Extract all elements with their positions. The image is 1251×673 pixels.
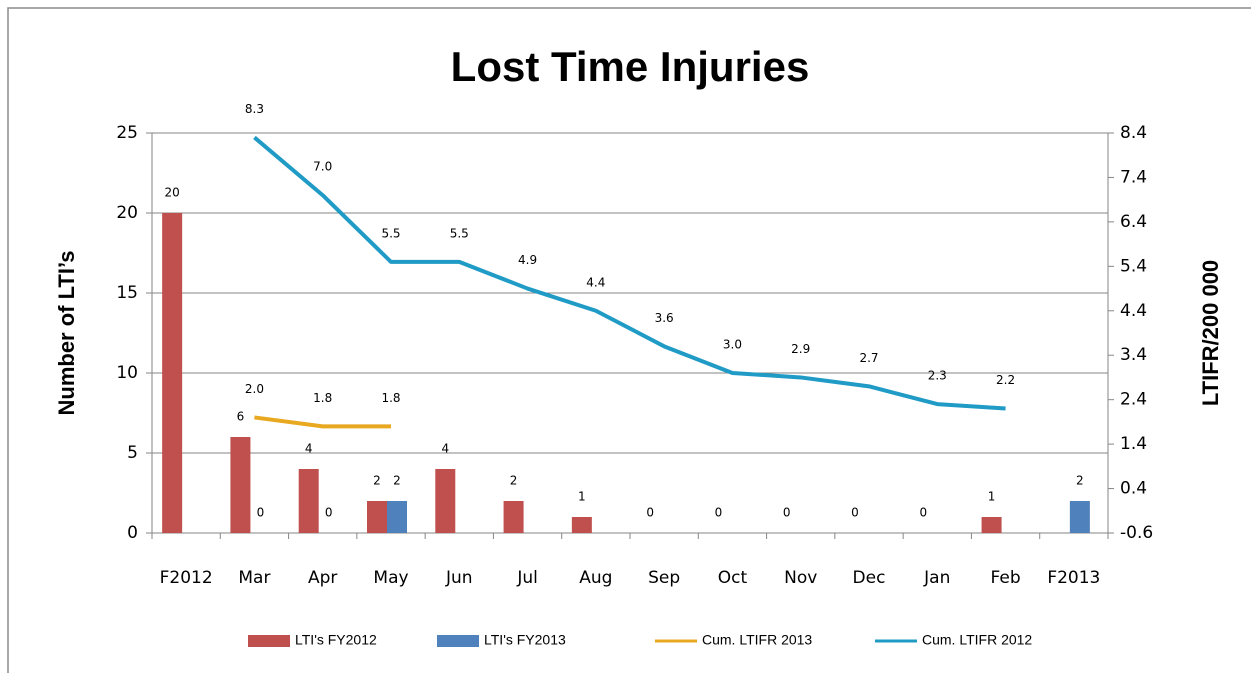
bar — [230, 437, 251, 533]
x-tick-label: Nov — [784, 568, 817, 588]
line-value-label: 2.2 — [996, 373, 1015, 387]
line-value-label: 3.6 — [655, 311, 674, 325]
line-value-label: 5.5 — [450, 226, 469, 240]
bar — [571, 517, 592, 533]
bar-value-label: 1 — [988, 490, 996, 504]
y-axis-title: Number of LTI’s — [54, 251, 79, 416]
bar-value-label: 20 — [165, 186, 180, 200]
x-tick-label: F2013 — [1047, 568, 1100, 588]
bar — [1069, 501, 1090, 533]
y-tick-label: 25 — [116, 123, 138, 143]
line-value-label: 5.5 — [381, 226, 400, 240]
bar-value-label: 1 — [578, 490, 586, 504]
y2-tick-label: 3.4 — [1120, 345, 1147, 365]
line-value-label: 4.4 — [586, 275, 605, 289]
y2-tick-label: 4.4 — [1120, 301, 1147, 321]
y2-tick-label: 7.4 — [1120, 167, 1147, 187]
frame — [7, 7, 1251, 673]
y2-tick-label: 6.4 — [1120, 212, 1147, 232]
bar — [435, 469, 456, 533]
y-tick-label: 20 — [116, 203, 138, 223]
y-tick-label: 0 — [127, 523, 138, 543]
legend-label: Cum. LTIFR 2012 — [922, 632, 1032, 648]
line-value-label: 7.0 — [313, 160, 332, 174]
x-tick-label: Feb — [991, 568, 1021, 588]
x-tick-label: Oct — [718, 568, 748, 588]
y-tick-label: 15 — [116, 283, 138, 303]
line-value-label: 1.8 — [381, 391, 400, 405]
y2-tick-label: -0.6 — [1120, 523, 1153, 543]
bar — [298, 469, 319, 533]
y2-tick-label: 8.4 — [1120, 123, 1147, 143]
y2-tick-label: 1.4 — [1120, 434, 1147, 454]
x-tick-label: Apr — [308, 568, 337, 588]
line-value-label: 2.0 — [245, 382, 264, 396]
bar-value-label: 0 — [257, 506, 265, 520]
y2-tick-label: 0.4 — [1120, 479, 1147, 499]
line-value-label: 8.3 — [245, 102, 264, 116]
bar-value-label: 2 — [510, 474, 518, 488]
x-tick-label: Dec — [853, 568, 886, 588]
bar-value-label: 2 — [393, 474, 401, 488]
bar-value-label: 0 — [715, 506, 723, 520]
bar — [503, 501, 524, 533]
bar-value-label: 0 — [325, 506, 333, 520]
line-value-label: 2.7 — [859, 351, 878, 365]
line-value-label: 3.0 — [723, 338, 742, 352]
line — [254, 415, 391, 429]
bar-value-label: 2 — [373, 474, 381, 488]
y2-tick-label: 5.4 — [1120, 256, 1147, 276]
line-value-label: 4.9 — [518, 253, 537, 267]
x-tick-label: F2012 — [160, 568, 213, 588]
bar-value-label: 0 — [919, 506, 927, 520]
bar-value-label: 0 — [783, 506, 791, 520]
legend-label: LTI's FY2013 — [484, 632, 566, 648]
line-value-label: 2.9 — [791, 342, 810, 356]
bar — [387, 501, 407, 533]
x-tick-label: Aug — [579, 568, 612, 588]
x-tick-label: Jul — [516, 568, 538, 588]
bar-value-label: 6 — [237, 410, 245, 424]
line-value-label: 1.8 — [313, 391, 332, 405]
bar-value-label: 0 — [646, 506, 654, 520]
x-tick-label: Jun — [445, 568, 473, 588]
chart-title: Lost Time Injuries — [451, 43, 810, 90]
legend-swatch — [437, 635, 479, 647]
x-tick-label: May — [373, 568, 408, 588]
bar-value-label: 4 — [441, 442, 449, 456]
bar — [981, 517, 1002, 533]
y2-axis-title: LTIFR/200 000 — [1198, 260, 1223, 406]
bar-value-label: 4 — [305, 442, 313, 456]
bar — [367, 501, 387, 533]
bar-value-label: 2 — [1076, 474, 1084, 488]
bar-value-label: 0 — [851, 506, 859, 520]
legend-label: LTI's FY2012 — [295, 632, 377, 648]
y-tick-label: 10 — [116, 363, 138, 383]
y2-tick-label: 2.4 — [1120, 390, 1147, 410]
x-tick-label: Sep — [648, 568, 680, 588]
legend-label: Cum. LTIFR 2013 — [702, 632, 812, 648]
legend-swatch — [248, 635, 290, 647]
y-tick-label: 5 — [127, 443, 138, 463]
bar — [162, 213, 183, 533]
x-tick-label: Jan — [923, 568, 950, 588]
x-tick-label: Mar — [238, 568, 270, 588]
line — [253, 135, 1006, 411]
line-value-label: 2.3 — [928, 369, 947, 383]
